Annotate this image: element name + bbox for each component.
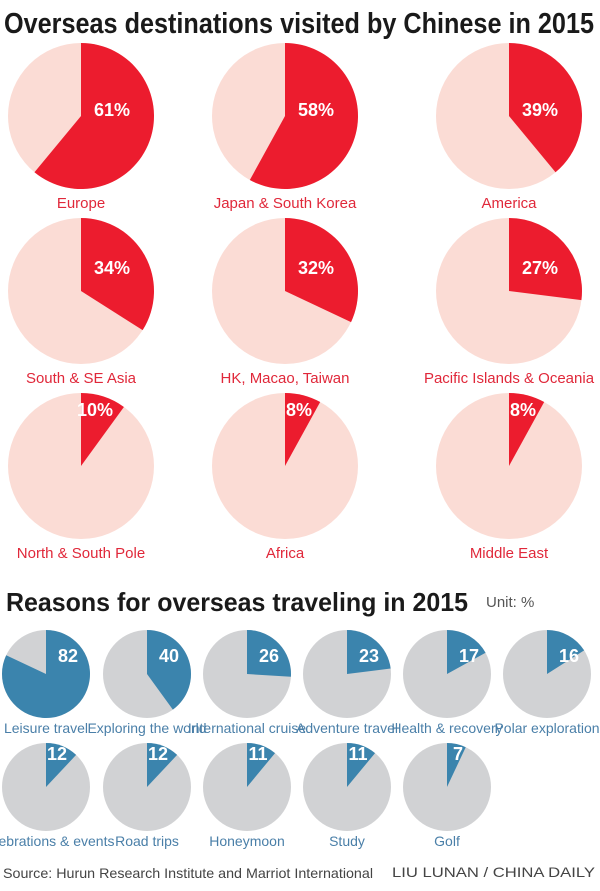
category-label: Middle East	[470, 545, 549, 562]
pie-7: 8% Africa	[212, 392, 358, 562]
reasons-title: Reasons for overseas traveling in 2015	[6, 587, 468, 617]
pie-2: 26 International cruise	[188, 630, 307, 736]
pie-slice	[447, 743, 466, 787]
category-label: Golf	[434, 833, 460, 849]
category-label: Celebrations & events	[0, 833, 114, 849]
pie-2: 39% America	[436, 43, 582, 212]
category-label: Health & recovery	[391, 720, 502, 736]
pie-slice	[447, 630, 486, 674]
pie-slice	[509, 218, 582, 301]
pie-1: 40 Exploring the world	[87, 630, 207, 736]
unit-label: Unit: %	[486, 594, 534, 611]
category-label: Japan & South Korea	[214, 195, 357, 212]
category-label: Study	[329, 833, 365, 849]
pie-slice	[46, 743, 77, 787]
value-label: 58%	[298, 100, 334, 120]
value-label: 11	[248, 744, 267, 764]
value-label: 10%	[77, 400, 113, 420]
category-label: Polar exploration	[494, 720, 599, 736]
pie-1: 58% Japan & South Korea	[212, 43, 359, 212]
pie-slice	[1, 630, 91, 718]
pie-10: 7 Golf	[403, 743, 491, 849]
pie-5: 27% Pacific Islands & Oceania	[424, 218, 595, 387]
pie-slice	[34, 43, 155, 189]
value-label: 8%	[510, 400, 536, 420]
pie-slice	[81, 393, 124, 466]
pie-8: 8% Middle East	[436, 392, 582, 562]
pie-4: 17 Health & recovery	[391, 630, 503, 736]
pie-slice	[547, 630, 585, 674]
pie-slice	[247, 743, 276, 787]
value-label: 82	[58, 646, 78, 666]
value-label: 8%	[286, 400, 312, 420]
category-label: HK, Macao, Taiwan	[221, 370, 350, 387]
value-label: 11	[348, 744, 367, 764]
category-label: Leisure travel	[4, 720, 88, 736]
pie-9: 11 Study	[303, 743, 391, 849]
pie-slice	[147, 743, 178, 787]
category-label: North & South Pole	[17, 545, 145, 562]
reasons-pies: 82 Leisure travel 40 Exploring the world 26 I…	[0, 630, 600, 849]
value-label: 16	[559, 646, 579, 666]
value-label: 61%	[94, 100, 130, 120]
value-label: 32%	[298, 258, 334, 278]
pie-slice	[509, 392, 545, 466]
pie-slice	[81, 218, 154, 331]
pie-8: 11 Honeymoon	[203, 743, 291, 849]
pie-slice	[509, 43, 582, 173]
pie-4: 32% HK, Macao, Taiwan	[212, 218, 358, 387]
value-label: 27%	[522, 258, 558, 278]
pie-0: 82 Leisure travel	[1, 630, 91, 736]
credit: LIU LUNAN / CHINA DAILY	[392, 864, 596, 880]
pie-slice	[249, 43, 359, 189]
category-label: International cruise	[188, 720, 307, 736]
category-label: Africa	[266, 545, 305, 562]
pie-slice	[247, 630, 291, 677]
pie-6: 12 Celebrations & events	[0, 743, 114, 849]
value-label: 12	[47, 744, 67, 764]
pie-3: 34% South & SE Asia	[8, 218, 154, 387]
value-label: 34%	[94, 258, 130, 278]
category-label: Adventure travel	[296, 720, 398, 736]
pie-3: 23 Adventure travel	[296, 630, 398, 736]
pie-slice	[285, 218, 358, 323]
pie-slice	[285, 392, 321, 466]
pie-5: 16 Polar exploration	[494, 630, 600, 736]
category-label: America	[481, 195, 537, 212]
pie-6: 10% North & South Pole	[8, 393, 154, 562]
pie-slice	[147, 630, 192, 710]
destinations-pies: 61% Europe 58% Japan & South Korea 39% Americ…	[8, 43, 595, 562]
pie-7: 12 Road trips	[103, 743, 191, 849]
value-label: 23	[359, 646, 379, 666]
value-label: 40	[159, 646, 179, 666]
source-note: Source: Hurun Research Institute and Mar…	[3, 865, 373, 881]
destinations-title: Overseas destinations visited by Chinese…	[4, 8, 594, 40]
category-label: Europe	[57, 195, 105, 212]
value-label: 7	[453, 744, 463, 764]
category-label: Pacific Islands & Oceania	[424, 370, 595, 387]
category-label: Honeymoon	[209, 833, 285, 849]
value-label: 39%	[522, 100, 558, 120]
category-label: South & SE Asia	[26, 370, 137, 387]
value-label: 12	[148, 744, 168, 764]
category-label: Road trips	[115, 833, 179, 849]
value-label: 17	[459, 646, 479, 666]
value-label: 26	[259, 646, 279, 666]
category-label: Exploring the world	[87, 720, 206, 736]
pie-slice	[347, 630, 391, 674]
pie-slice	[347, 743, 376, 787]
pie-0: 61% Europe	[8, 43, 155, 212]
